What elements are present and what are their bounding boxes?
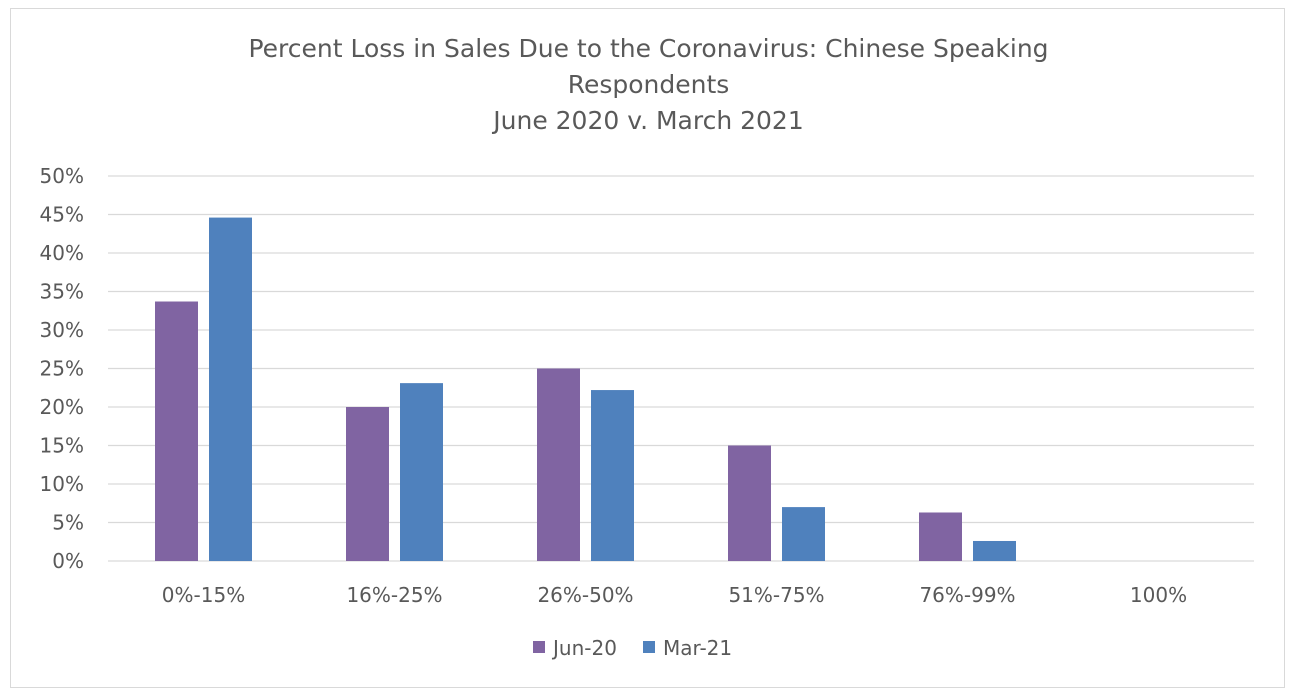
bar-Mar-21-16%-25%	[400, 383, 443, 561]
chart-title-line-2: Respondents	[567, 70, 730, 99]
y-tick-label: 25%	[40, 357, 84, 381]
bar-Jun-20-16%-25%	[346, 407, 389, 561]
x-tick-label: 76%-99%	[919, 583, 1015, 607]
y-tick-label: 20%	[40, 395, 84, 419]
x-axis-ticks: 0%-15% 16%-25% 26%-50% 51%-75% 76%-99% 100%	[162, 583, 1187, 607]
bar-Jun-20-0%-15%	[155, 301, 198, 561]
y-tick-label: 40%	[40, 241, 84, 265]
bars	[155, 217, 1016, 561]
legend-swatch-Mar-21	[643, 641, 655, 653]
bar-Jun-20-26%-50%	[537, 368, 580, 561]
x-tick-label: 100%	[1130, 583, 1187, 607]
y-tick-label: 15%	[40, 434, 84, 458]
gridlines	[108, 175, 1254, 562]
x-tick-label: 0%-15%	[162, 583, 245, 607]
legend-label: Mar-21	[663, 636, 732, 660]
y-tick-label: 35%	[40, 280, 84, 304]
y-tick-label: 50%	[40, 164, 84, 188]
chart-title: Percent Loss in Sales Due to the Coronav…	[0, 31, 1297, 139]
legend-swatch-Jun-20	[533, 641, 545, 653]
bar-Jun-20-76%-99%	[919, 512, 962, 561]
y-axis-ticks: 0% 5% 10% 15% 20% 25% 30% 35% 40% 45% 50%	[40, 164, 84, 573]
legend-label: Jun-20	[551, 636, 617, 660]
y-tick-label: 10%	[40, 472, 84, 496]
chart-title-line-1: Percent Loss in Sales Due to the Coronav…	[248, 34, 1049, 63]
y-tick-label: 0%	[52, 549, 84, 573]
y-tick-label: 45%	[40, 203, 84, 227]
bar-Mar-21-51%-75%	[782, 507, 825, 561]
bar-Jun-20-51%-75%	[728, 445, 771, 561]
x-tick-label: 16%-25%	[346, 583, 442, 607]
x-tick-label: 51%-75%	[728, 583, 824, 607]
x-tick-label: 26%-50%	[537, 583, 633, 607]
y-tick-label: 5%	[52, 511, 84, 535]
bar-Mar-21-76%-99%	[973, 540, 1016, 561]
bar-Mar-21-26%-50%	[591, 390, 634, 561]
chart-title-line-3: June 2020 v. March 2021	[493, 106, 804, 135]
y-tick-label: 30%	[40, 318, 84, 342]
legend: Jun-20 Mar-21	[533, 636, 732, 660]
bar-Mar-21-0%-15%	[209, 217, 252, 561]
